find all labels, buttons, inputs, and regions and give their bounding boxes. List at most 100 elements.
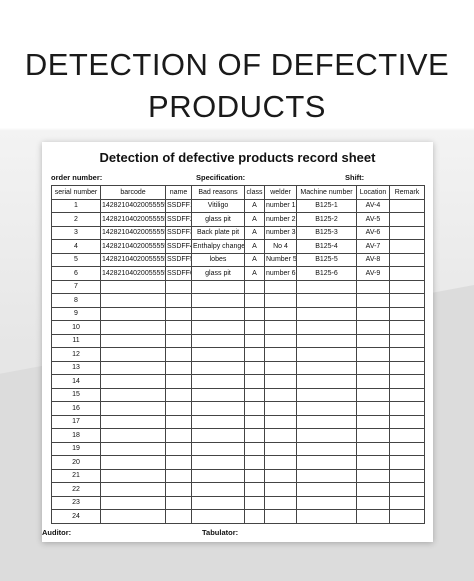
table-cell[interactable]: 142821040200555555 [100, 266, 166, 281]
table-cell[interactable] [296, 347, 357, 362]
table-cell[interactable]: 1 [51, 198, 101, 213]
table-cell[interactable] [165, 320, 192, 335]
table-cell[interactable] [264, 495, 297, 510]
table-cell[interactable] [389, 360, 425, 375]
table-cell[interactable]: 24 [51, 509, 101, 524]
table-cell[interactable]: number 1 [264, 198, 297, 213]
table-cell[interactable] [244, 455, 265, 470]
table-cell[interactable] [356, 455, 390, 470]
table-cell[interactable]: 142821040200555555 [100, 225, 166, 240]
table-cell[interactable]: SSDFF1 [165, 198, 192, 213]
table-cell[interactable] [100, 482, 166, 497]
table-cell[interactable] [389, 374, 425, 389]
table-cell[interactable] [191, 374, 245, 389]
table-cell[interactable]: 10 [51, 320, 101, 335]
table-cell[interactable]: AV-6 [356, 225, 390, 240]
table-cell[interactable] [356, 347, 390, 362]
table-cell[interactable] [244, 387, 265, 402]
table-cell[interactable]: 6 [51, 266, 101, 281]
table-cell[interactable] [356, 468, 390, 483]
table-cell[interactable] [264, 293, 297, 308]
table-cell[interactable] [244, 347, 265, 362]
table-cell[interactable] [100, 455, 166, 470]
table-cell[interactable]: SSDFF6 [165, 266, 192, 281]
table-cell[interactable] [389, 333, 425, 348]
table-cell[interactable] [389, 347, 425, 362]
table-cell[interactable] [264, 374, 297, 389]
table-cell[interactable] [100, 414, 166, 429]
table-cell[interactable]: number 2 [264, 212, 297, 227]
table-cell[interactable] [389, 495, 425, 510]
table-cell[interactable] [165, 279, 192, 294]
table-cell[interactable] [165, 347, 192, 362]
table-cell[interactable]: 16 [51, 401, 101, 416]
table-cell[interactable] [165, 509, 192, 524]
table-cell[interactable] [191, 279, 245, 294]
table-cell[interactable] [244, 468, 265, 483]
table-cell[interactable]: 142821040200555555 [100, 212, 166, 227]
table-cell[interactable] [296, 387, 357, 402]
table-cell[interactable]: glass pit [191, 266, 245, 281]
table-cell[interactable] [296, 482, 357, 497]
table-cell[interactable] [389, 252, 425, 267]
table-cell[interactable]: 21 [51, 468, 101, 483]
table-cell[interactable] [264, 441, 297, 456]
table-cell[interactable] [191, 495, 245, 510]
table-cell[interactable]: AV-9 [356, 266, 390, 281]
table-cell[interactable] [100, 468, 166, 483]
table-cell[interactable]: 14 [51, 374, 101, 389]
table-cell[interactable] [244, 374, 265, 389]
table-cell[interactable] [264, 482, 297, 497]
table-cell[interactable] [389, 387, 425, 402]
table-cell[interactable] [165, 374, 192, 389]
table-cell[interactable]: 5 [51, 252, 101, 267]
table-cell[interactable] [165, 455, 192, 470]
table-cell[interactable] [244, 333, 265, 348]
table-cell[interactable] [191, 360, 245, 375]
table-cell[interactable]: 19 [51, 441, 101, 456]
table-cell[interactable] [296, 360, 357, 375]
table-cell[interactable]: Vitiligo [191, 198, 245, 213]
table-cell[interactable]: SSDFF5 [165, 252, 192, 267]
table-cell[interactable] [264, 347, 297, 362]
table-cell[interactable]: SSDFF2 [165, 212, 192, 227]
table-cell[interactable]: number 6 [264, 266, 297, 281]
table-cell[interactable] [244, 360, 265, 375]
table-cell[interactable]: 4 [51, 239, 101, 254]
table-cell[interactable] [389, 414, 425, 429]
table-cell[interactable] [165, 441, 192, 456]
table-cell[interactable] [191, 320, 245, 335]
table-cell[interactable]: B125-3 [296, 225, 357, 240]
table-cell[interactable] [100, 495, 166, 510]
table-cell[interactable] [389, 266, 425, 281]
table-cell[interactable] [165, 306, 192, 321]
table-cell[interactable] [296, 279, 357, 294]
table-cell[interactable] [389, 468, 425, 483]
table-cell[interactable] [264, 306, 297, 321]
table-cell[interactable] [356, 387, 390, 402]
table-cell[interactable]: A [244, 252, 265, 267]
table-cell[interactable] [389, 401, 425, 416]
table-cell[interactable] [356, 293, 390, 308]
table-cell[interactable]: B125-1 [296, 198, 357, 213]
table-cell[interactable] [264, 468, 297, 483]
table-cell[interactable]: B125-6 [296, 266, 357, 281]
table-cell[interactable] [100, 374, 166, 389]
table-cell[interactable] [296, 455, 357, 470]
table-cell[interactable] [191, 468, 245, 483]
table-cell[interactable]: AV-8 [356, 252, 390, 267]
table-cell[interactable] [191, 387, 245, 402]
table-cell[interactable] [389, 428, 425, 443]
table-cell[interactable] [264, 279, 297, 294]
table-cell[interactable] [356, 428, 390, 443]
table-cell[interactable] [165, 360, 192, 375]
table-cell[interactable]: Number 5 [264, 252, 297, 267]
table-cell[interactable] [244, 495, 265, 510]
table-cell[interactable] [389, 225, 425, 240]
table-cell[interactable] [296, 374, 357, 389]
table-cell[interactable] [165, 401, 192, 416]
table-cell[interactable]: SSDFF4 [165, 239, 192, 254]
table-cell[interactable]: 7 [51, 279, 101, 294]
table-cell[interactable] [356, 441, 390, 456]
table-cell[interactable] [264, 387, 297, 402]
